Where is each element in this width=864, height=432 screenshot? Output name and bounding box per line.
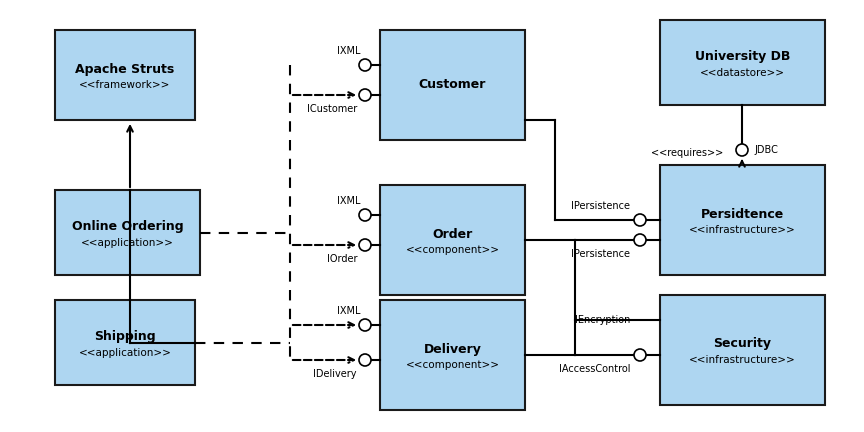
Bar <box>55 300 195 385</box>
Text: <<framework>>: <<framework>> <box>79 80 171 90</box>
Text: <<infrastructure>>: <<infrastructure>> <box>689 355 796 365</box>
Circle shape <box>634 234 646 246</box>
Text: IOrder: IOrder <box>327 254 357 264</box>
Bar <box>660 165 825 275</box>
Circle shape <box>634 214 646 226</box>
Text: <<application>>: <<application>> <box>79 347 171 358</box>
Text: Customer: Customer <box>419 79 486 92</box>
Text: IXML: IXML <box>336 46 360 56</box>
Text: Apache Struts: Apache Struts <box>75 63 175 76</box>
Text: IAccessControl: IAccessControl <box>558 364 630 374</box>
Text: ICustomer: ICustomer <box>307 104 357 114</box>
Text: <<requires>>: <<requires>> <box>651 147 723 158</box>
Text: <<component>>: <<component>> <box>405 360 499 370</box>
Text: Persidtence: Persidtence <box>701 207 785 220</box>
Bar <box>660 295 825 405</box>
Text: <<application>>: <<application>> <box>81 238 174 248</box>
Text: Online Ordering: Online Ordering <box>72 220 183 233</box>
Text: Security: Security <box>714 337 772 350</box>
Text: <<datastore>>: <<datastore>> <box>700 67 785 77</box>
Bar <box>660 20 825 105</box>
Bar <box>380 30 525 140</box>
Text: IPersistence: IPersistence <box>571 249 630 259</box>
Text: <<infrastructure>>: <<infrastructure>> <box>689 225 796 235</box>
Circle shape <box>359 89 371 101</box>
Bar <box>380 185 525 295</box>
Text: University DB: University DB <box>695 50 791 63</box>
Circle shape <box>359 319 371 331</box>
Circle shape <box>359 59 371 71</box>
Circle shape <box>736 144 748 156</box>
Text: IEncryption: IEncryption <box>575 315 630 325</box>
Text: IPersistence: IPersistence <box>571 201 630 211</box>
Circle shape <box>359 209 371 221</box>
Circle shape <box>359 239 371 251</box>
Text: Order: Order <box>432 228 473 241</box>
Bar <box>380 300 525 410</box>
Text: IXML: IXML <box>336 306 360 316</box>
Bar <box>55 30 195 120</box>
Text: JDBC: JDBC <box>754 145 778 155</box>
Circle shape <box>359 354 371 366</box>
Text: Delivery: Delivery <box>423 343 481 356</box>
Circle shape <box>634 349 646 361</box>
Text: IDelivery: IDelivery <box>314 369 357 379</box>
Text: Shipping: Shipping <box>94 330 156 343</box>
Text: IXML: IXML <box>336 196 360 206</box>
Bar <box>55 190 200 275</box>
Text: <<component>>: <<component>> <box>405 245 499 255</box>
